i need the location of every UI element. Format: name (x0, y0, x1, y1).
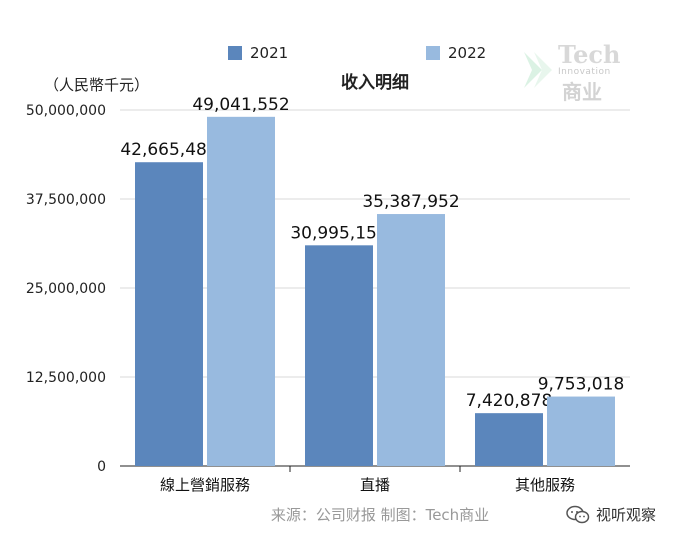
watermark-text-innovation: Innovation (558, 67, 611, 77)
y-tick-label: 25,000,000 (26, 281, 106, 297)
legend-swatch-2021 (228, 46, 242, 60)
chart-title: 收入明细 (341, 73, 409, 93)
data-label-2022: 9,753,018 (538, 375, 625, 395)
source-note: 来源：公司财报 制图：Tech商业 (270, 506, 490, 524)
bar-2022 (207, 116, 275, 466)
y-tick-label: 0 (97, 459, 106, 475)
bar-2021 (305, 245, 373, 466)
brand-footer: 视听观察 (566, 504, 656, 525)
data-label-2022: 35,387,952 (362, 192, 459, 212)
brand-name: 视听观察 (596, 506, 657, 524)
bar-2022 (377, 214, 445, 466)
x-category-label: 其他服務 (515, 476, 575, 494)
x-category-label: 直播 (360, 476, 390, 494)
data-label-2021: 30,995,152 (290, 223, 387, 243)
y-tick-label: 37,500,000 (26, 192, 106, 208)
legend-label-2021: 2021 (250, 44, 289, 62)
watermark-text-cn: 商业 (562, 80, 602, 104)
x-category-label: 線上營銷服務 (160, 476, 250, 494)
legend-swatch-2022 (426, 46, 440, 60)
bar-2021 (135, 162, 203, 467)
y-tick-label: 12,500,000 (26, 370, 106, 386)
bar-2022 (547, 396, 615, 466)
y-tick-label: 50,000,000 (26, 103, 106, 119)
watermark-logo: Tech Innovation 商业 (522, 40, 632, 104)
legend-label-2022: 2022 (448, 44, 487, 62)
wechat-icon (566, 505, 590, 523)
unit-label: （人民幣千元） (44, 76, 150, 94)
legend-item-2022: 2022 (426, 44, 486, 62)
watermark-text-tech: Tech (558, 40, 621, 69)
legend-item-2021: 2021 (228, 44, 288, 62)
watermark-arrow-icon (524, 52, 552, 88)
data-label-2021: 7,420,878 (466, 391, 553, 411)
data-label-2021: 42,665,483 (120, 140, 217, 160)
bar-2021 (475, 413, 543, 466)
data-label-2022: 49,041,552 (192, 95, 289, 115)
